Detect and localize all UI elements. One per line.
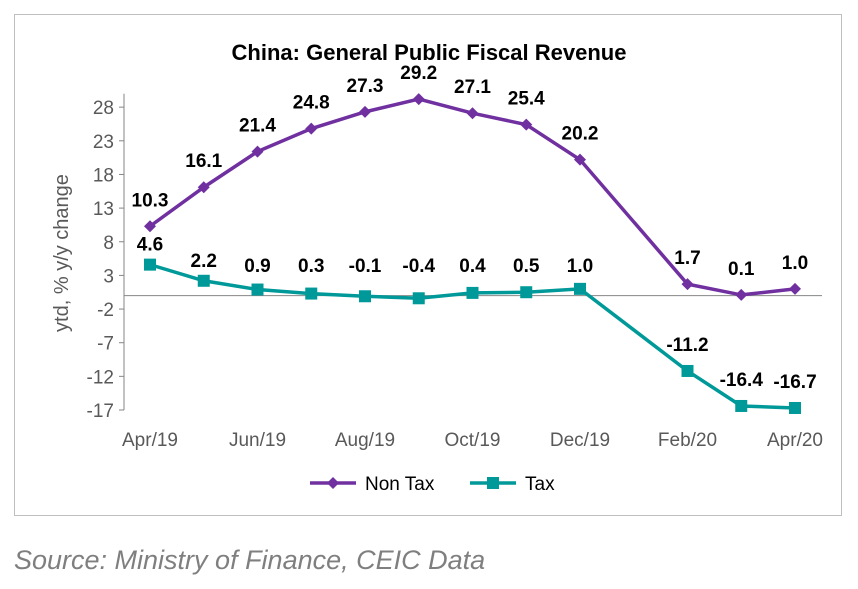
data-label: 1.0 [567,256,593,277]
data-point [197,274,210,287]
series-line-tax [149,262,796,410]
x-tick-label: Dec/19 [550,430,610,451]
data-label: 25.4 [508,89,545,110]
data-point [305,287,318,300]
data-label: 0.9 [244,256,270,277]
data-point [359,290,371,303]
data-label: 27.1 [454,77,491,98]
y-tick-label: 23 [93,132,114,153]
data-point [197,181,210,194]
data-point [789,282,801,295]
data-label: -16.7 [773,372,816,393]
data-label: 10.3 [132,190,169,211]
data-label: 24.8 [293,93,330,114]
data-point [305,122,318,135]
data-label: 0.1 [728,259,755,280]
data-label: -0.4 [402,256,435,277]
data-point [735,288,748,301]
y-tick-label: -17 [87,401,114,422]
x-tick-label: Oct/19 [445,430,501,451]
data-label: 1.0 [782,253,808,274]
data-point [466,107,479,120]
legend-marker [487,477,499,489]
legend-label: Non Tax [365,474,435,495]
y-tick-label: 18 [93,165,114,186]
data-label: 16.1 [185,151,222,172]
x-tick-label: Aug/19 [335,430,395,451]
data-label: 0.5 [513,256,540,277]
data-point [789,401,801,414]
data-point [574,153,586,166]
source-note: Source: Ministry of Finance, CEIC Data [14,545,486,575]
data-label: 0.3 [298,256,324,277]
x-tick-label: Jun/19 [229,430,286,451]
data-point [412,93,425,106]
data-label: 20.2 [562,124,599,145]
x-tick-label: Apr/20 [767,430,823,451]
data-label: 0.4 [459,256,486,277]
x-tick-label: Feb/20 [658,430,717,451]
y-tick-label: 3 [103,266,114,287]
chart-frame [14,14,842,516]
data-point [520,286,533,299]
x-tick-label: Apr/19 [122,430,178,451]
data-point [574,282,586,295]
data-point [520,118,533,131]
data-point [144,258,156,271]
data-point [144,220,156,233]
data-label: 2.2 [191,251,217,272]
data-point [412,292,425,305]
data-label: -11.2 [666,335,708,356]
data-label: 29.2 [400,63,437,84]
data-label: -0.1 [349,256,382,277]
y-tick-label: 28 [93,98,114,119]
legend-marker [327,477,339,489]
data-point [466,286,479,299]
legend-label: Tax [525,474,555,495]
data-point [251,283,264,296]
data-label: 21.4 [239,116,276,137]
data-point [735,399,748,412]
y-tick-label: -7 [97,334,114,355]
data-label: 27.3 [347,76,384,97]
data-label: 4.6 [137,235,163,256]
y-axis-label: ytd, % y/y change [51,174,73,332]
data-point [359,105,371,118]
data-point [251,145,264,158]
data-point [681,278,694,291]
data-label: 1.7 [674,248,700,269]
y-tick-label: -2 [97,300,114,321]
data-point [681,364,694,377]
y-tick-label: 13 [93,199,114,220]
data-label: -16.4 [720,370,764,391]
chart-title: China: General Public Fiscal Revenue [232,40,627,65]
y-tick-label: -12 [87,367,114,388]
series-line-non-tax [148,97,796,297]
y-tick-label: 8 [103,233,114,254]
